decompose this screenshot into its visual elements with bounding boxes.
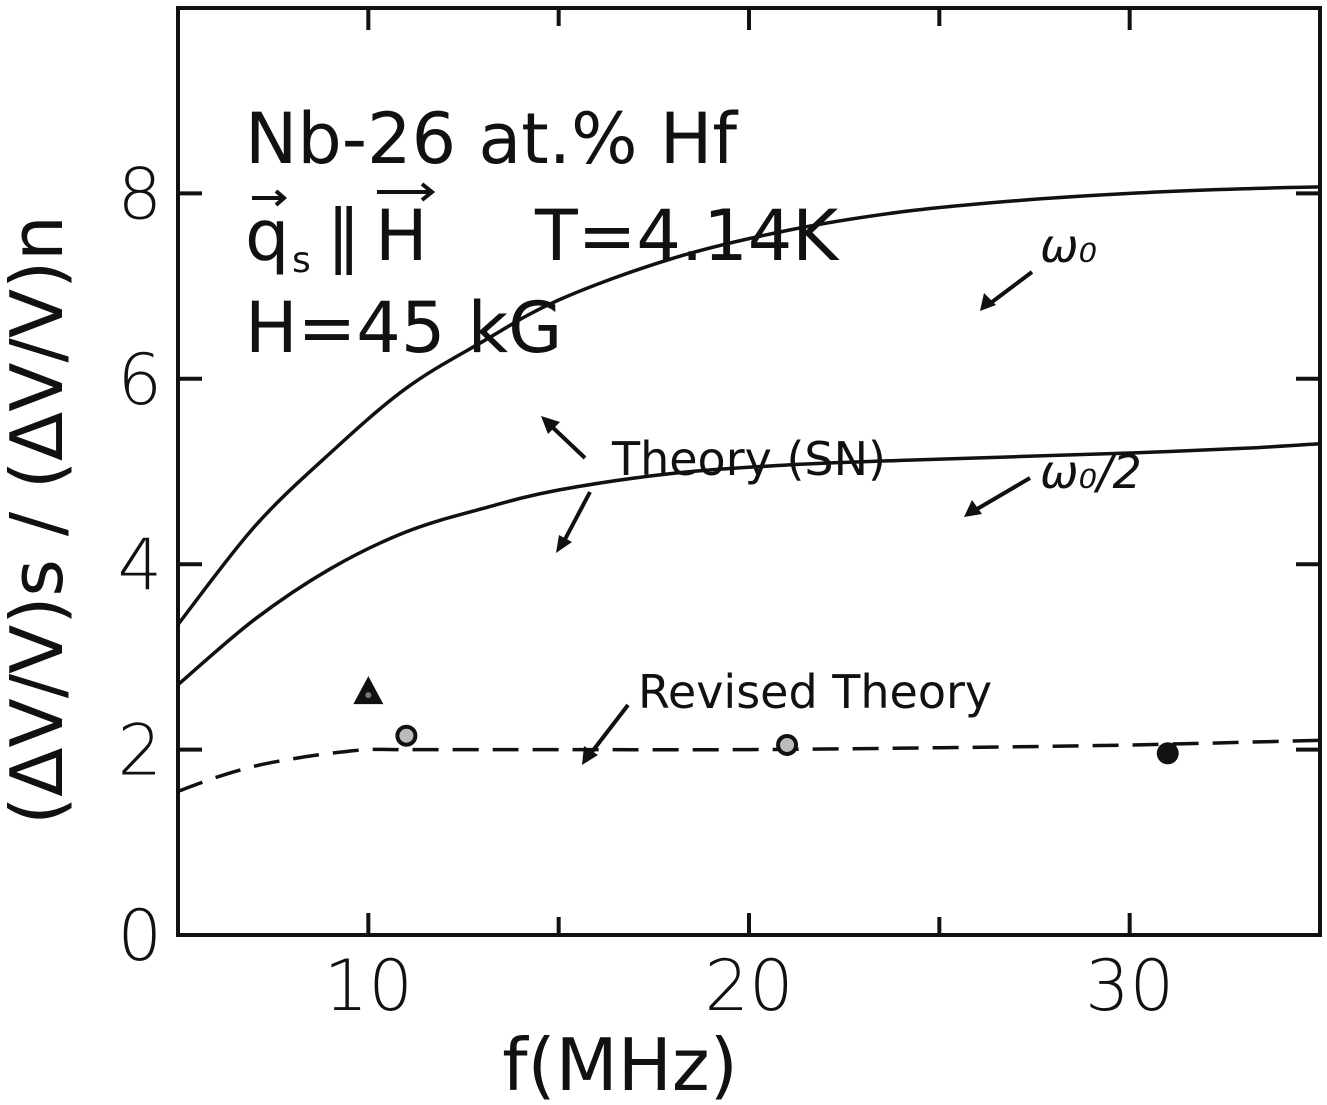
- x-tick-label: 30: [1085, 945, 1174, 1027]
- series-line-1: [176, 185, 1321, 626]
- data-point-circle: [776, 733, 799, 756]
- field-label: H=45 kG: [245, 287, 562, 369]
- revised-theory-arrow: [586, 703, 630, 759]
- omega0-label: ω₀: [1040, 219, 1097, 273]
- revised-theory-arrowhead: [582, 746, 598, 765]
- x-tick-label: 10: [324, 945, 413, 1027]
- h-vector-arrow: [377, 182, 436, 202]
- x-tick-label: 20: [704, 945, 793, 1027]
- data-point-filled: [1156, 742, 1179, 765]
- h-symbol: H: [375, 195, 428, 277]
- y-tick-label: 0: [117, 895, 162, 977]
- theory-sn-label: Theory (SN): [611, 432, 886, 486]
- theory-sn-arrow-lower: [560, 491, 592, 546]
- y-axis-title: (ΔV/V)s / (ΔV/V)n: [0, 215, 79, 825]
- y-tick-label: 2: [117, 710, 162, 792]
- theory-sn-arrowhead-lower: [556, 535, 572, 553]
- omega0-half-label: ω₀/2: [1040, 445, 1142, 499]
- q-vector-arrow: [252, 189, 288, 207]
- y-tick-label: 8: [117, 153, 162, 235]
- theory-sn-arrowhead-upper: [541, 416, 560, 434]
- temperature-label: T=4.14K: [534, 195, 840, 277]
- omega0-half-arrowhead: [964, 500, 982, 517]
- series-line-3: [177, 738, 1321, 793]
- data-point-circle: [395, 724, 418, 747]
- revised-theory-label: Revised Theory: [638, 665, 992, 719]
- series-line-2: [176, 441, 1321, 687]
- omega0-arrow: [986, 270, 1034, 307]
- q-subscript: s: [292, 240, 311, 281]
- y-tick-label: 4: [117, 524, 162, 606]
- parallel-symbol: ∥: [326, 195, 361, 277]
- q-parallel-h-label: q s ∥ H: [245, 182, 436, 281]
- x-axis-title: f(MHz): [502, 1023, 738, 1100]
- sample-label: Nb-26 at.% Hf: [245, 98, 738, 180]
- data-point-triangle: [353, 676, 384, 705]
- data-point-triangle-center: [365, 692, 372, 699]
- omega0-arrowhead: [980, 293, 996, 311]
- omega0-half-arrow: [970, 476, 1032, 514]
- theory-sn-arrow-upper: [546, 421, 587, 460]
- q-symbol: q: [245, 195, 289, 277]
- y-tick-label: 6: [117, 339, 162, 421]
